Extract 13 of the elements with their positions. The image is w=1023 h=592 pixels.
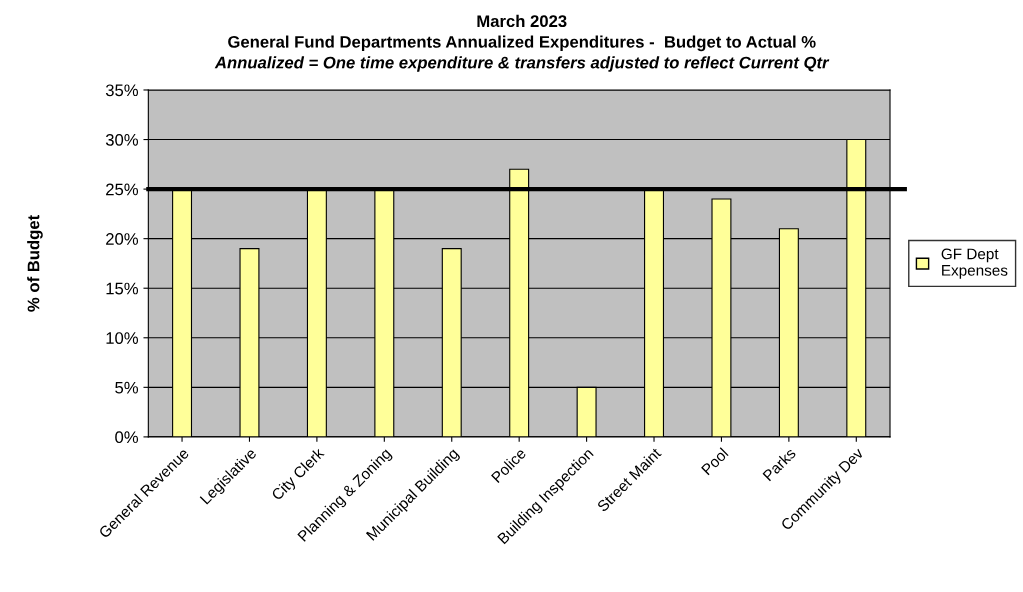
y-tick-label: 25%	[106, 183, 139, 196]
y-tick-label: 5%	[115, 381, 139, 394]
y-tick-label: 10%	[106, 332, 139, 344]
text: Annualized = One time expenditure & transfers adjusted to reflect Current Qtr	[214, 56, 830, 72]
chart-title: March 2023	[477, 14, 567, 28]
legend-label: GF Dept Expenses	[941, 248, 1008, 279]
y-tick-label: 30%	[105, 133, 139, 146]
y-tick-label: 20%	[106, 233, 139, 245]
y-tick-label: 35%	[105, 84, 139, 97]
y-axis-title: % of Budget	[27, 215, 43, 312]
chart-subtitle: General Fund Departments Annualized Expenditures - Budget to Actual %	[228, 35, 816, 52]
y-tick-label: 15%	[106, 282, 139, 295]
y-tick-label: 0%	[115, 431, 139, 444]
